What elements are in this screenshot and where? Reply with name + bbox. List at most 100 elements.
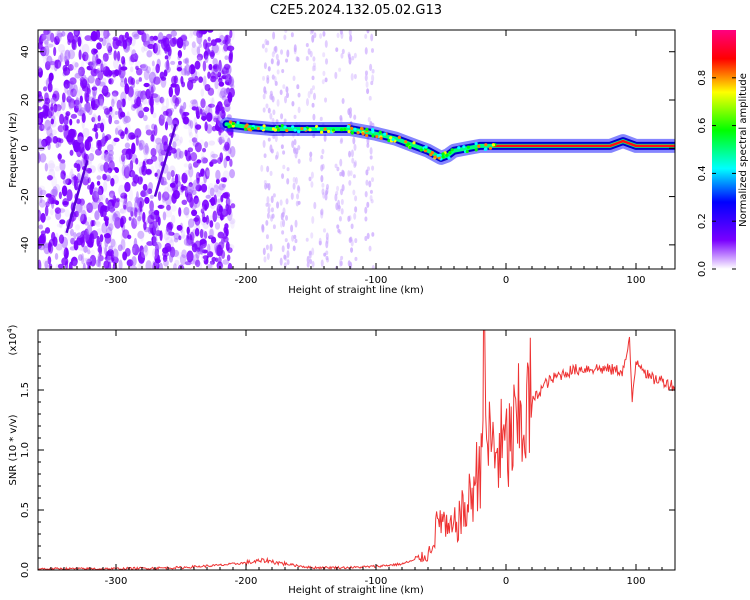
- noise-blob: [69, 118, 73, 126]
- noise-blob: [112, 212, 117, 220]
- noise-blob: [216, 115, 221, 127]
- noise-blob: [41, 139, 46, 150]
- noise-blob: [286, 178, 290, 185]
- noise-blob: [45, 136, 52, 144]
- noise-blob: [120, 72, 124, 83]
- noise-blob: [150, 86, 154, 98]
- noise-blob: [178, 150, 184, 159]
- noise-blob: [116, 50, 121, 62]
- noise-blob: [340, 198, 344, 206]
- noise-blob: [70, 168, 74, 178]
- noise-blob: [196, 159, 202, 164]
- noise-blob: [102, 52, 109, 62]
- noise-blob: [153, 124, 158, 136]
- noise-blob: [44, 92, 49, 102]
- noise-blob: [313, 32, 317, 39]
- noise-blob: [119, 197, 126, 203]
- noise-blob: [46, 175, 54, 181]
- noise-blob: [181, 249, 187, 259]
- noise-blob: [163, 232, 170, 241]
- noise-blob: [45, 215, 52, 221]
- noise-blob: [271, 51, 275, 58]
- noise-blob: [102, 56, 106, 68]
- noise-blob: [364, 190, 368, 198]
- noise-blob: [366, 142, 370, 149]
- noise-blob: [73, 84, 78, 95]
- noise-blob: [217, 157, 222, 165]
- noise-blob: [350, 73, 354, 81]
- noise-blob: [270, 207, 274, 213]
- noise-blob: [220, 130, 225, 140]
- noise-blob: [169, 37, 177, 47]
- noise-blob: [125, 165, 131, 176]
- noise-blob: [124, 247, 131, 257]
- noise-blob: [220, 87, 228, 98]
- noise-blob: [113, 50, 118, 61]
- noise-blob: [198, 76, 204, 83]
- signal-speckle: [350, 131, 354, 135]
- noise-blob: [177, 49, 183, 59]
- noise-blob: [58, 209, 65, 214]
- noise-blob: [267, 206, 271, 214]
- noise-blob: [73, 174, 77, 187]
- noise-blob: [146, 158, 154, 165]
- noise-blob: [77, 132, 84, 144]
- noise-blob: [87, 106, 93, 116]
- noise-blob: [92, 113, 97, 123]
- noise-blob: [171, 214, 176, 224]
- noise-blob: [63, 247, 69, 260]
- noise-blob: [93, 48, 98, 54]
- noise-blob: [371, 232, 375, 237]
- noise-blob: [174, 138, 182, 147]
- noise-blob: [103, 161, 110, 173]
- noise-blob: [216, 101, 223, 112]
- noise-blob: [43, 101, 50, 111]
- noise-blob: [206, 170, 210, 177]
- noise-blob: [147, 43, 155, 50]
- signal-speckle: [433, 155, 437, 159]
- noise-blob: [122, 229, 130, 239]
- noise-blob: [194, 75, 199, 82]
- noise-blob: [353, 161, 357, 169]
- noise-blob: [217, 62, 223, 73]
- noise-blob: [181, 172, 188, 184]
- noise-blob: [200, 183, 208, 193]
- noise-blob: [217, 85, 224, 98]
- noise-blob: [224, 55, 229, 61]
- noise-blob: [225, 241, 230, 252]
- noise-blob: [40, 212, 46, 223]
- noise-blob: [168, 107, 175, 113]
- noise-blob: [370, 199, 374, 204]
- spectrogram-x-label: Height of straight line (km): [288, 285, 424, 296]
- noise-blob: [196, 33, 203, 45]
- noise-blob: [166, 204, 171, 211]
- signal-peak: [493, 139, 675, 148]
- noise-blob: [96, 180, 101, 186]
- noise-blob: [58, 43, 66, 53]
- noise-blob: [117, 244, 123, 252]
- noise-blob: [199, 108, 203, 115]
- noise-blob: [190, 152, 198, 162]
- noise-blob: [339, 260, 343, 267]
- noise-blob: [203, 203, 208, 210]
- noise-blob: [335, 190, 339, 196]
- noise-blob: [47, 256, 52, 265]
- noise-blob: [137, 164, 143, 172]
- noise-blob: [229, 145, 236, 158]
- noise-blob: [165, 65, 171, 73]
- noise-blob: [174, 259, 180, 266]
- noise-blob: [84, 35, 92, 41]
- noise-blob: [76, 136, 84, 143]
- noise-blob: [339, 117, 343, 123]
- signal-speckle: [419, 148, 423, 152]
- noise-blob: [77, 254, 83, 261]
- noise-blob: [109, 205, 115, 214]
- noise-blob: [127, 36, 133, 43]
- noise-blob: [161, 96, 165, 106]
- noise-blob: [205, 194, 211, 199]
- noise-blob: [212, 210, 218, 223]
- noise-blob: [280, 113, 284, 120]
- noise-blob: [114, 167, 120, 173]
- signal-speckle: [276, 128, 280, 132]
- noise-blob: [282, 150, 286, 155]
